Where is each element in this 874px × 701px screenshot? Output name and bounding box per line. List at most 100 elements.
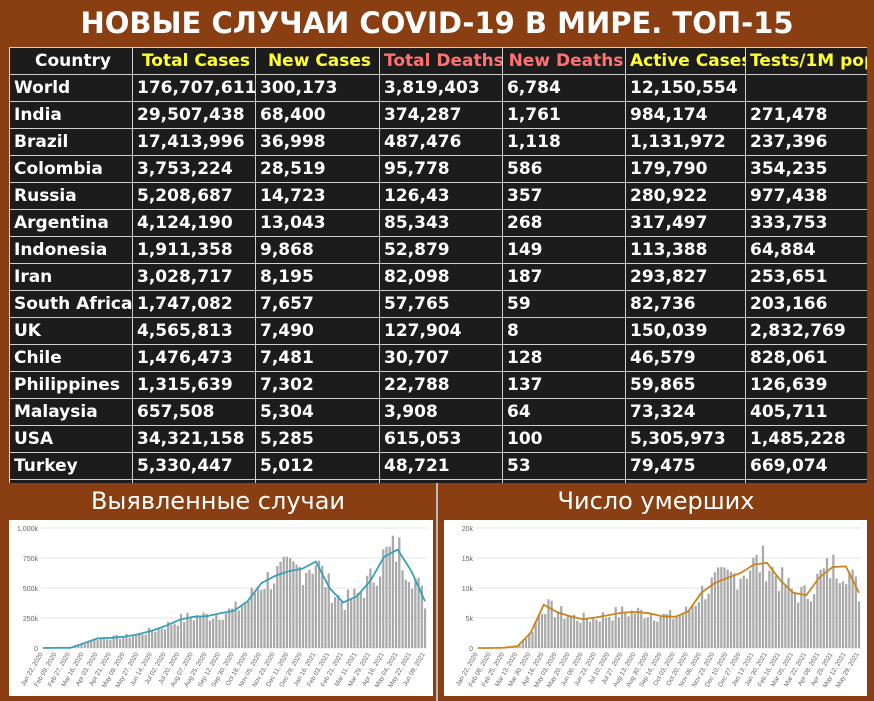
daily-bar bbox=[122, 636, 125, 648]
daily-bar bbox=[359, 592, 362, 648]
daily-bar bbox=[340, 601, 343, 648]
daily-bar bbox=[665, 614, 669, 648]
value-cell: 8,195 bbox=[255, 263, 380, 291]
col-header-new-deaths: New Deaths bbox=[502, 47, 626, 75]
daily-bar bbox=[790, 588, 793, 648]
daily-bar bbox=[691, 606, 694, 648]
value-cell: 1,761 bbox=[502, 101, 626, 129]
y-tick-label: 250k bbox=[23, 616, 39, 623]
daily-bar bbox=[745, 578, 749, 648]
smoothed-average-line bbox=[42, 548, 426, 649]
daily-bar bbox=[736, 589, 739, 648]
daily-bar bbox=[308, 569, 311, 648]
country-cell: Philippines bbox=[9, 371, 133, 399]
daily-bar bbox=[582, 612, 585, 648]
daily-bar bbox=[414, 578, 417, 648]
daily-bar bbox=[668, 609, 672, 648]
country-cell: Indonesia bbox=[9, 236, 133, 264]
daily-bar bbox=[672, 619, 675, 648]
y-tick-label: 20k bbox=[462, 526, 474, 533]
daily-bar bbox=[420, 585, 423, 648]
table-row: World 176,707,611 300,173 3,819,403 6,784 12,… bbox=[9, 74, 867, 102]
daily-bar bbox=[350, 599, 353, 648]
daily-bar bbox=[215, 614, 218, 648]
y-tick-label: 5k bbox=[466, 616, 474, 623]
daily-bar bbox=[173, 623, 176, 648]
y-tick-label: 0 bbox=[34, 646, 38, 653]
daily-bar bbox=[394, 561, 398, 648]
value-cell: 85,343 bbox=[379, 209, 503, 237]
daily-bar bbox=[761, 545, 765, 648]
value-cell: 8 bbox=[502, 317, 626, 345]
value-cell: 36,998 bbox=[255, 128, 380, 156]
daily-bar bbox=[524, 638, 528, 648]
daily-bar bbox=[99, 637, 102, 648]
daily-bar bbox=[547, 599, 550, 648]
daily-bar bbox=[845, 584, 848, 648]
daily-bar bbox=[723, 567, 726, 648]
col-header-total-cases: Total Cases bbox=[132, 47, 256, 75]
daily-bar bbox=[678, 614, 681, 648]
daily-bar bbox=[765, 581, 768, 648]
table-row: UK 4,565,813 7,490 127,904 8 150,039 2,832,769 bbox=[9, 317, 867, 345]
value-cell: 333,753 bbox=[745, 209, 867, 237]
daily-bar bbox=[125, 633, 128, 648]
daily-bar bbox=[707, 593, 710, 648]
daily-bar bbox=[237, 610, 240, 648]
daily-bar bbox=[112, 635, 115, 648]
table-row: Colombia 3,753,224 28,519 95,778 586 179,790 3… bbox=[9, 155, 867, 183]
value-cell: 487,476 bbox=[379, 128, 503, 156]
country-cell: Argentina bbox=[9, 209, 133, 237]
daily-bar bbox=[205, 613, 208, 648]
daily-bar bbox=[841, 581, 845, 648]
deaths-chart-panel: 0 5k 10k 15k 20k Jan 22, 2020 Feb 08, 2020 Feb … bbox=[444, 520, 867, 696]
daily-bar bbox=[93, 638, 96, 648]
daily-bar bbox=[218, 619, 221, 648]
daily-bar bbox=[652, 620, 656, 648]
daily-bar bbox=[144, 634, 147, 648]
value-cell: 586 bbox=[502, 155, 626, 183]
value-cell: 187 bbox=[502, 263, 626, 291]
daily-bar bbox=[115, 634, 118, 648]
daily-bar bbox=[617, 617, 620, 648]
value-cell: 3,028,717 bbox=[132, 263, 256, 291]
daily-bar bbox=[208, 620, 212, 648]
value-cell: 95,778 bbox=[379, 155, 503, 183]
daily-bar bbox=[793, 593, 797, 648]
daily-bar bbox=[752, 557, 755, 648]
daily-bar bbox=[572, 614, 576, 648]
daily-bar bbox=[739, 578, 742, 648]
value-cell: 79,475 bbox=[625, 452, 746, 480]
daily-bar bbox=[157, 627, 160, 648]
daily-bar bbox=[720, 567, 723, 648]
daily-bar bbox=[250, 587, 253, 648]
daily-bar bbox=[601, 612, 604, 648]
country-cell: Colombia bbox=[9, 155, 133, 183]
value-cell: 12,150,554 bbox=[625, 74, 746, 102]
daily-bar bbox=[662, 613, 665, 648]
value-cell: 126,43 bbox=[379, 182, 503, 210]
daily-bar bbox=[809, 601, 813, 648]
daily-bar bbox=[518, 644, 521, 648]
value-cell: 4,565,813 bbox=[132, 317, 256, 345]
value-cell: 828,061 bbox=[745, 344, 867, 372]
daily-bar bbox=[269, 589, 273, 648]
daily-bar bbox=[382, 549, 385, 648]
daily-bar bbox=[151, 630, 154, 648]
daily-bar bbox=[819, 569, 822, 648]
daily-bar bbox=[231, 608, 234, 648]
value-cell: 57,765 bbox=[379, 290, 503, 318]
value-cell: 237,396 bbox=[745, 128, 867, 156]
value-cell: 293,827 bbox=[625, 263, 746, 291]
daily-bar bbox=[147, 627, 151, 648]
daily-bar bbox=[627, 616, 630, 648]
value-cell: 137 bbox=[502, 371, 626, 399]
daily-bar bbox=[90, 641, 93, 648]
daily-bar bbox=[134, 634, 138, 648]
country-cell: India bbox=[9, 101, 133, 129]
value-cell: 64 bbox=[502, 398, 626, 426]
daily-bar bbox=[585, 619, 588, 648]
cases-chart-title: Выявленные случаи bbox=[0, 483, 436, 519]
y-tick-label: 500k bbox=[23, 586, 39, 593]
daily-bar bbox=[742, 575, 745, 648]
